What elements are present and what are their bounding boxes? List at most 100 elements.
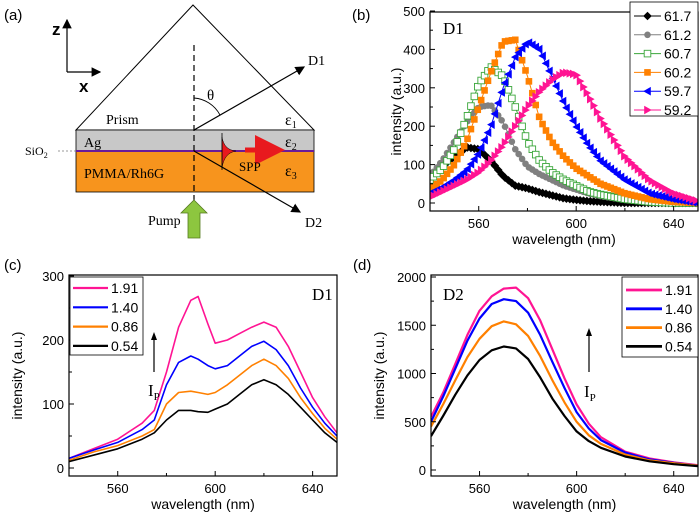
marker-right-triangle <box>488 155 496 165</box>
marker-diamond <box>507 178 517 188</box>
marker-square <box>648 196 656 203</box>
detector-annotation: D1 <box>443 19 464 38</box>
marker-right-triangle <box>505 132 513 142</box>
marker-square <box>563 155 570 163</box>
marker-circle <box>518 155 526 163</box>
pmma-label: PMMA/Rh6G <box>84 167 164 182</box>
marker-square <box>655 196 662 204</box>
marker-square <box>668 198 676 205</box>
legend-item: 60.2 <box>634 64 691 80</box>
marker-open-square <box>463 112 472 120</box>
axes-frame <box>68 274 338 477</box>
marker-square <box>549 139 557 147</box>
marker-left-triangle <box>493 98 502 108</box>
marker-square <box>430 183 437 191</box>
legend-label: 60.7 <box>664 46 691 62</box>
marker-square <box>525 78 533 85</box>
marker-open-square <box>456 129 465 138</box>
series-line-0.54 <box>69 378 337 463</box>
legend-label: 1.91 <box>665 282 692 298</box>
marker-square <box>464 135 471 143</box>
series-group <box>431 286 698 468</box>
marker-left-triangle <box>538 51 546 61</box>
diagram-panel-a: z x Prism θ D1 D2 ε1 ε2 ε3 Ag SiO2 PMMA/… <box>25 4 325 239</box>
marker-square <box>556 148 563 155</box>
marker-circle <box>511 145 519 153</box>
x-tick-label: 560 <box>107 481 129 496</box>
x-axis-title: wavelength (nm) <box>150 496 255 512</box>
legend-item: 0.54 <box>626 338 692 354</box>
marker-left-triangle <box>586 143 594 153</box>
marker-square <box>651 196 659 204</box>
x-tick-label: 560 <box>469 481 491 496</box>
marker-left-triangle <box>562 103 570 113</box>
panel-label-c: (c) <box>4 257 22 274</box>
marker-right-triangle <box>491 151 500 161</box>
chart-panel-c: 560 600 640 0 100 200 300 wavelength (nm) intens… <box>9 269 338 512</box>
legend-item: 59.2 <box>634 102 691 118</box>
legend-item: 1.40 <box>73 299 138 315</box>
series-line-0.54 <box>431 345 698 468</box>
marker-square <box>447 166 454 173</box>
series-group <box>69 295 337 463</box>
marker-square <box>491 59 499 66</box>
marker-right-triangle <box>614 141 622 150</box>
marker-square <box>590 176 598 183</box>
d1-label: D1 <box>308 54 325 69</box>
marker-square <box>552 143 560 151</box>
legend-item: 0.86 <box>73 319 138 335</box>
y-tick-label: 200 <box>403 119 425 134</box>
marker-left-triangle <box>551 81 560 91</box>
y-tick-label: 100 <box>42 397 64 412</box>
marker-right-triangle <box>593 107 602 117</box>
marker-right-triangle <box>515 116 523 126</box>
marker-right-triangle <box>604 124 612 134</box>
marker-left-triangle <box>643 86 651 96</box>
marker-square <box>477 96 485 104</box>
legend-label: 59.2 <box>664 102 691 118</box>
marker-right-triangle <box>597 114 605 123</box>
chart-panel-d: 560 600 640 0 500 1000 1500 2000 wavelength (nm)… <box>371 270 699 512</box>
y-tick-label: 400 <box>403 42 425 57</box>
marker-left-triangle <box>510 52 519 62</box>
marker-square <box>566 159 574 166</box>
legend-box <box>629 1 699 117</box>
marker-square <box>467 125 475 133</box>
y-tick-label: 500 <box>403 4 425 19</box>
marker-square <box>604 183 611 190</box>
marker-circle <box>498 116 505 124</box>
marker-left-triangle <box>545 66 553 76</box>
marker-open-square <box>453 138 462 146</box>
y-tick-label: 0 <box>57 461 64 476</box>
marker-left-triangle <box>507 61 516 70</box>
marker-diamond <box>521 183 530 193</box>
marker-square <box>634 193 642 200</box>
x-tick-label: 640 <box>663 481 685 496</box>
marker-square <box>573 165 580 173</box>
marker-right-triangle <box>522 105 530 115</box>
y-tick-label: 500 <box>404 415 426 430</box>
marker-square <box>583 171 591 179</box>
marker-square <box>511 36 519 44</box>
marker-square <box>542 127 550 134</box>
marker-square <box>587 174 594 181</box>
marker-left-triangle <box>579 133 587 143</box>
legend-item: 0.86 <box>626 320 692 336</box>
legend-box <box>69 276 144 356</box>
legend-item: 1.91 <box>73 280 138 296</box>
marker-open-square <box>450 146 458 154</box>
marker-square <box>515 46 522 54</box>
x-tick-label: 600 <box>204 481 226 496</box>
y-tick-label: 200 <box>42 333 64 348</box>
marker-open-square <box>470 92 479 101</box>
d1-ray-arrow-icon <box>193 66 306 131</box>
marker-right-triangle <box>529 96 537 106</box>
marker-left-triangle <box>541 59 550 68</box>
legend-label: 59.7 <box>664 83 691 99</box>
arrow-up-icon <box>151 332 157 340</box>
marker-open-square <box>521 132 530 140</box>
marker-left-triangle <box>555 89 563 98</box>
marker-diamond <box>643 11 652 21</box>
marker-square <box>529 89 536 97</box>
marker-square <box>539 120 546 128</box>
